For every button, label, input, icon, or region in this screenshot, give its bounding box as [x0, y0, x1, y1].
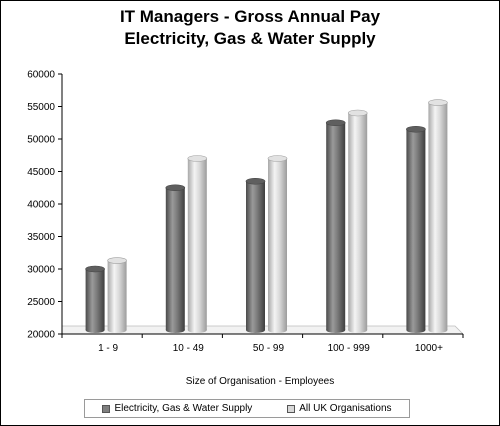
bar-all-uk-body [268, 158, 287, 330]
bar-all-uk-top [107, 257, 127, 264]
x-tick-label: 1 - 9 [98, 343, 118, 354]
bar-electricity-top [85, 265, 105, 273]
chart-title-block: IT Managers - Gross Annual Pay Electrici… [0, 6, 500, 50]
y-tick-label: 50000 [27, 135, 55, 146]
x-axis-label: Size of Organisation - Employees [185, 376, 335, 387]
chart-legend: Electricity, Gas & Water Supply All UK O… [84, 399, 410, 418]
bar-electricity-base [246, 327, 265, 333]
bar-all-uk-top [428, 99, 448, 106]
legend-swatch-all-uk [287, 404, 296, 413]
legend-swatch-electricity [102, 404, 111, 413]
bar-all-uk-body [187, 158, 207, 330]
y-tick-label: 60000 [27, 70, 55, 81]
bar-all-uk [347, 109, 368, 333]
bar-all-uk [107, 257, 127, 333]
y-tick-label: 30000 [27, 265, 55, 276]
x-tick-label: 100 - 999 [328, 343, 371, 354]
bar-all-uk-base [268, 327, 287, 333]
x-tick-label: 1000+ [415, 343, 443, 354]
bar-all-uk-body [107, 260, 127, 330]
bar-all-uk-base [428, 327, 448, 333]
bar-electricity-top [406, 125, 426, 133]
bar-electricity-top [245, 177, 266, 185]
bar-electricity-top [165, 184, 186, 192]
bar-electricity-body [85, 269, 105, 330]
y-tick-label: 35000 [27, 232, 55, 243]
y-tick-label: 25000 [27, 297, 55, 308]
bar-electricity-body [406, 129, 426, 330]
chart-bars [85, 99, 448, 333]
bar-all-uk [187, 155, 208, 333]
bar-all-uk [267, 155, 288, 333]
bar-all-uk-base [187, 327, 207, 333]
bar-all-uk-top [187, 155, 208, 162]
legend-label-electricity: Electricity, Gas & Water Supply [114, 403, 253, 414]
bar-electricity-base [85, 327, 105, 333]
bar-all-uk-base [348, 327, 368, 333]
chart-subtitle: Electricity, Gas & Water Supply [124, 29, 376, 48]
bar-all-uk-top [347, 109, 368, 117]
bar-electricity [85, 265, 105, 333]
legend-item-electricity: Electricity, Gas & Water Supply [102, 403, 252, 414]
bar-electricity-base [165, 327, 185, 333]
bar-electricity-base [326, 327, 346, 333]
bar-electricity-body [165, 187, 185, 330]
legend-label-all-uk: All UK Organisations [299, 403, 392, 414]
bar-electricity-base [406, 327, 426, 333]
bar-electricity [325, 119, 346, 333]
x-tick-label: 50 - 99 [253, 343, 285, 354]
y-tick-label: 40000 [27, 200, 55, 211]
bar-electricity-body [326, 122, 346, 330]
bar-all-uk [428, 99, 448, 333]
bar-all-uk-top [267, 155, 288, 162]
bar-electricity [165, 184, 186, 333]
bar-all-uk-base [107, 327, 127, 333]
x-tick-label: 10 - 49 [173, 343, 205, 354]
bar-electricity [245, 177, 266, 333]
y-tick-label: 20000 [27, 330, 55, 341]
legend-item-all-uk: All UK Organisations [287, 403, 392, 414]
bar-all-uk-body [428, 102, 448, 330]
bar-electricity [406, 125, 426, 333]
bar-electricity-body [246, 181, 265, 330]
y-tick-label: 45000 [27, 167, 55, 178]
bar-electricity-top [325, 119, 346, 127]
chart-title: IT Managers - Gross Annual Pay [119, 7, 381, 26]
bar-all-uk-body [348, 113, 368, 330]
y-tick-label: 55000 [27, 102, 55, 113]
